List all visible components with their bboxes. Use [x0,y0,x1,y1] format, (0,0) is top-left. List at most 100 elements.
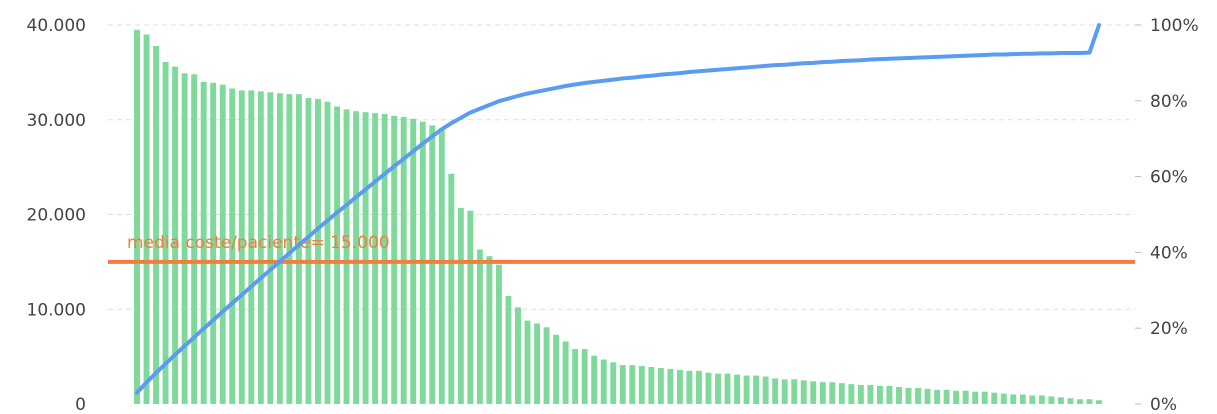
bar [667,368,674,404]
bar [762,376,769,404]
bar [924,388,931,404]
bar [238,90,245,404]
bar [696,370,702,404]
y2-tick-label: 40% [1150,243,1188,263]
bar [305,97,312,405]
bar [372,113,379,405]
right-axis-ticks: 0% 20% 40% 60% 80% 100% [1135,16,1199,414]
bar [562,341,569,404]
bar [295,94,302,405]
bar [267,92,274,405]
cumulative-percent-line [135,23,1101,395]
bar [886,386,893,404]
bar [381,114,388,404]
bar [600,359,607,404]
bar [715,373,721,404]
bar [857,385,864,404]
bar [686,370,693,404]
bar [286,94,293,405]
bar [1057,397,1064,404]
bar [619,365,626,404]
bar [1077,399,1083,404]
bar [181,73,188,404]
bar [657,368,664,404]
y2-tick-label: 60% [1150,168,1188,188]
y2-tick-label: 100% [1150,16,1199,36]
bar [162,61,169,404]
bar [143,34,150,404]
bar [743,375,750,404]
bar [438,128,445,404]
bar [505,295,512,404]
bar [467,210,474,404]
bar [276,93,283,404]
bar [753,375,760,404]
bar [791,379,798,404]
bar [800,380,807,404]
bar [476,249,483,404]
bar [1038,395,1045,404]
bar [819,382,826,404]
bar [829,382,836,404]
bar [1000,393,1007,404]
y-tick-label: 0 [75,395,86,414]
bar [429,125,436,404]
bar [581,349,588,404]
bar [362,112,369,405]
bar [257,91,264,404]
y2-tick-label: 80% [1150,92,1188,112]
bar [448,173,455,404]
bar [229,88,236,404]
bar [486,256,493,404]
left-axis-ticks: 0 10.000 20.000 30.000 40.000 [27,16,86,414]
bar [610,362,617,404]
bar [772,378,779,404]
bar [534,323,540,404]
cumulative-line-series [135,23,1101,395]
bar [1010,394,1017,404]
bar [543,327,550,404]
bar-series [134,29,1102,405]
bar [705,372,712,404]
bar [324,101,331,404]
bar [905,387,912,404]
y-tick-label: 20.000 [27,206,86,226]
bar [553,334,560,404]
bar [457,207,464,404]
bar [343,109,350,404]
bar [781,379,788,404]
bar [876,386,883,404]
bar [867,385,874,404]
y2-tick-label: 20% [1150,319,1188,339]
bar [915,387,921,404]
bar [210,82,217,405]
bar [1067,398,1074,404]
bar [495,264,502,404]
bar [153,45,160,404]
bar [638,366,645,404]
bar [953,390,960,404]
bar [191,74,198,405]
bar [934,389,941,404]
bar [219,84,226,404]
bar [962,390,969,404]
bar [648,367,655,404]
bar [981,391,988,404]
bar [1029,395,1036,404]
bar [524,320,531,404]
bar [734,374,741,404]
bar [810,381,817,404]
bar [676,369,683,404]
bar [896,386,902,404]
bar [248,90,255,404]
bar [515,307,521,404]
y-tick-label: 10.000 [27,300,86,320]
bar [1019,394,1026,404]
bar [315,98,321,405]
bar [838,383,845,404]
bar [134,29,140,405]
y2-tick-label: 0% [1150,395,1177,414]
bar [200,81,207,404]
y-tick-label: 40.000 [27,16,86,36]
